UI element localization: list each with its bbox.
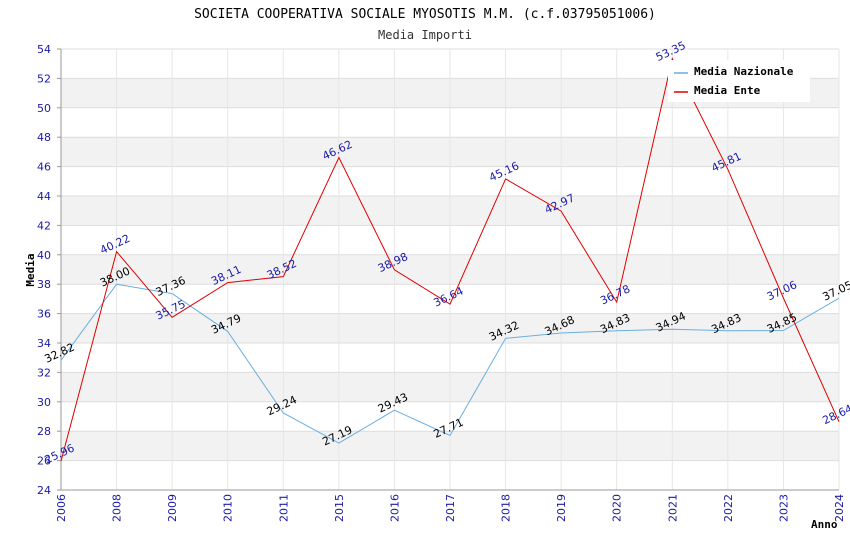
x-tick-label: 2006 (55, 494, 68, 522)
x-tick-label: 2010 (222, 494, 235, 522)
x-tick-label: 2015 (333, 494, 346, 522)
y-tick-label: 30 (37, 396, 51, 409)
x-axis-label: Anno (811, 518, 838, 531)
y-tick-label: 38 (37, 278, 51, 291)
legend: Media Nazionale Media Ente (668, 60, 810, 102)
y-tick-label: 26 (37, 455, 51, 468)
y-tick-label: 28 (37, 425, 51, 438)
x-tick-label: 2009 (166, 494, 179, 522)
y-axis-label: Media (24, 253, 37, 286)
x-tick-label: 2011 (277, 494, 290, 522)
y-tick-label: 50 (37, 102, 51, 115)
y-tick-label: 52 (37, 72, 51, 85)
x-tick-label: 2018 (500, 494, 513, 522)
chart-title: SOCIETA COOPERATIVA SOCIALE MYOSOTIS M.M… (194, 7, 656, 22)
x-tick-label: 2022 (722, 494, 735, 522)
y-tick-label: 34 (37, 337, 51, 350)
legend-label-media-ente: Media Ente (694, 84, 761, 97)
y-tick-label: 44 (37, 190, 51, 203)
y-tick-labels: 24 26 28 30 32 34 36 38 40 42 44 46 48 50 52 54 (37, 43, 51, 497)
x-tick-labels: 2006 2008 2009 2010 2011 2015 2016 2017 2018 2019… (55, 494, 846, 522)
y-tick-label: 32 (37, 366, 51, 379)
legend-box (668, 60, 810, 102)
chart-subtitle: Media Importi (378, 28, 472, 42)
x-tick-label: 2017 (444, 494, 457, 522)
legend-label-media-nazionale: Media Nazionale (694, 65, 794, 78)
y-tick-label: 54 (37, 43, 51, 56)
x-tick-label: 2021 (666, 494, 679, 522)
y-tick-label: 42 (37, 219, 51, 232)
y-tick-label: 24 (37, 484, 51, 497)
y-tick-label: 40 (37, 249, 51, 262)
x-tick-label: 2016 (388, 494, 401, 522)
x-tick-label: 2008 (111, 494, 124, 522)
x-tick-label: 2019 (555, 494, 568, 522)
y-tick-label: 36 (37, 308, 51, 321)
y-tick-label: 46 (37, 161, 51, 174)
x-tick-label: 2024 (833, 494, 846, 522)
y-tick-label: 48 (37, 131, 51, 144)
x-tick-label: 2020 (611, 494, 624, 522)
series-lines (60, 57, 840, 462)
axes (60, 49, 839, 491)
series-line-media-ente (60, 57, 840, 462)
x-tick-label: 2023 (777, 494, 790, 522)
